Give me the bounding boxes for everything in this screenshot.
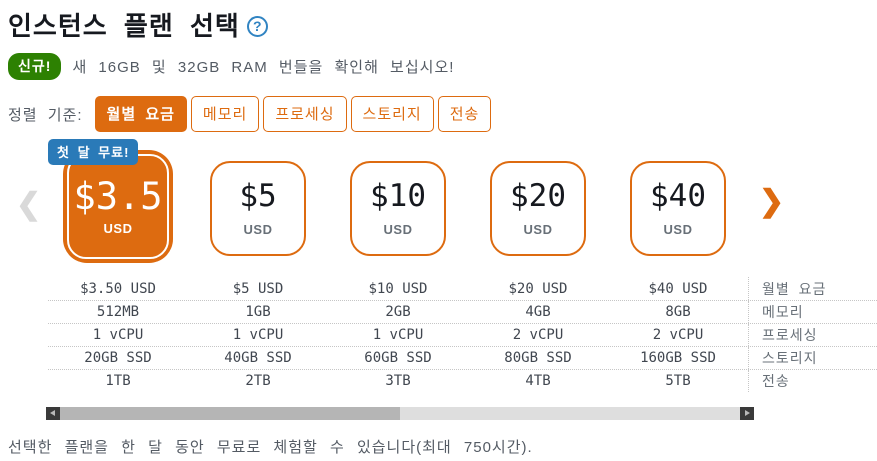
new-banner-text: 새 16GB 및 32GB RAM 번들을 확인해 보십시오! (72, 59, 455, 76)
page-title: 인스턴스 플랜 선택 (8, 11, 240, 41)
spec-cell: $20 USD (508, 280, 568, 297)
spec-row-label: 월별 요금 (748, 277, 877, 300)
sort-tab-2[interactable]: 프로세싱 (263, 96, 347, 132)
spec-cell: $40 USD (648, 280, 708, 297)
spec-cell: 3TB (385, 373, 411, 389)
spec-cell: 80GB SSD (504, 350, 572, 366)
spec-row-label: 프로세싱 (748, 324, 877, 346)
new-banner: 신규! 새 16GB 및 32GB RAM 번들을 확인해 보십시오! (8, 53, 877, 80)
sort-tab-1[interactable]: 메모리 (190, 96, 260, 132)
spec-cell: 1GB (245, 304, 271, 320)
spec-cell: 1TB (105, 373, 131, 389)
spec-row-0: $3.50 USD $5 USD $10 USD $20 USD $40 USD 월별 요… (48, 277, 877, 300)
spec-table: $3.50 USD $5 USD $10 USD $20 USD $40 USD 월별 요… (48, 277, 877, 392)
spec-cell: 5TB (665, 373, 691, 389)
left-arrow-icon (50, 410, 55, 416)
spec-row-label: 스토리지 (748, 347, 877, 369)
plan-price: $40 (650, 178, 706, 214)
plan-currency: USD (383, 222, 413, 237)
plan-slot: $20 USD (468, 145, 608, 271)
carousel-prev-icon[interactable]: ❮ (16, 188, 42, 221)
spec-cell: 1 vCPU (372, 327, 424, 343)
spec-cell: 4GB (525, 304, 551, 320)
first-month-free-badge: 첫 달 무료! (48, 138, 139, 165)
spec-row-label: 메모리 (748, 301, 877, 323)
horizontal-scrollbar (46, 407, 754, 420)
spec-row-4: 1TB 2TB 3TB 4TB 5TB 전송 (48, 369, 877, 392)
plan-currency: USD (103, 221, 133, 236)
plan-card-2[interactable]: $10 USD (350, 160, 446, 256)
spec-cell: 2GB (385, 304, 411, 320)
spec-row-2: 1 vCPU 1 vCPU 1 vCPU 2 vCPU 2 vCPU 프로세싱 (48, 323, 877, 346)
plan-price: $10 (370, 178, 426, 214)
plan-price: $5 (239, 178, 277, 214)
spec-cell: 512MB (96, 304, 140, 320)
spec-cell: 60GB SSD (364, 350, 432, 366)
plan-currency: USD (663, 222, 693, 237)
sort-tab-0[interactable]: 월별 요금 (94, 96, 187, 132)
scrollbar-track[interactable] (60, 407, 740, 420)
plan-card-1[interactable]: $5 USD (210, 160, 306, 256)
sort-bar: 정렬 기준: 월별 요금 메모리 프로세싱 스토리지 전송 (8, 96, 877, 132)
spec-cell: 1 vCPU (232, 327, 284, 343)
spec-cell: $10 USD (368, 280, 428, 297)
plan-slot: 첫 달 무료! $3.5 USD (48, 138, 188, 271)
spec-row-1: 512MB 1GB 2GB 4GB 8GB 메모리 (48, 300, 877, 323)
header: 인스턴스 플랜 선택 ? (8, 6, 877, 43)
scrollbar-left-button[interactable] (46, 407, 60, 420)
carousel-next-icon[interactable]: ❯ (759, 185, 785, 218)
scrollbar-right-button[interactable] (740, 407, 754, 420)
plan-carousel: ❮ 첫 달 무료! $3.5 USD $5 USD $10 USD $20 USD $40 USD … (8, 138, 877, 271)
sort-tab-4[interactable]: 전송 (437, 96, 492, 132)
plan-price: $20 (510, 178, 566, 214)
plan-currency: USD (523, 222, 553, 237)
plan-slot: $10 USD (328, 145, 468, 271)
free-trial-note: 선택한 플랜을 한 달 동안 무료로 체험할 수 있습니다(최대 750시간). (8, 439, 533, 456)
spec-cell: 20GB SSD (84, 350, 152, 366)
spec-cell: 160GB SSD (640, 350, 716, 366)
spec-cell: $5 USD (232, 280, 284, 297)
new-badge: 신규! (8, 53, 62, 80)
spec-cell: 2 vCPU (512, 327, 564, 343)
spec-cell: $3.50 USD (80, 280, 156, 297)
plan-price: $3.5 (73, 175, 163, 218)
right-arrow-icon (745, 410, 750, 416)
spec-cell: 1 vCPU (92, 327, 144, 343)
help-icon[interactable]: ? (246, 15, 268, 37)
spec-cell: 2 vCPU (652, 327, 704, 343)
spec-row-label: 전송 (748, 370, 877, 392)
sort-label: 정렬 기준: (8, 106, 83, 124)
plan-slot: $40 USD (608, 145, 748, 271)
plan-slot: $5 USD (188, 145, 328, 271)
spec-cell: 4TB (525, 373, 551, 389)
spec-cell: 40GB SSD (224, 350, 292, 366)
spec-row-3: 20GB SSD 40GB SSD 60GB SSD 80GB SSD 160GB SS… (48, 346, 877, 369)
plan-cards: 첫 달 무료! $3.5 USD $5 USD $10 USD $20 USD $40 USD (48, 138, 748, 271)
plan-card-4[interactable]: $40 USD (630, 160, 726, 256)
plan-card-3[interactable]: $20 USD (490, 160, 586, 256)
plan-currency: USD (243, 222, 273, 237)
sort-tabs: 월별 요금 메모리 프로세싱 스토리지 전송 (94, 96, 492, 132)
spec-cell: 2TB (245, 373, 271, 389)
scrollbar-thumb[interactable] (60, 407, 400, 420)
plan-card-0[interactable]: 첫 달 무료! $3.5 USD (48, 138, 173, 263)
sort-tab-3[interactable]: 스토리지 (350, 96, 434, 132)
spec-cell: 8GB (665, 304, 691, 320)
